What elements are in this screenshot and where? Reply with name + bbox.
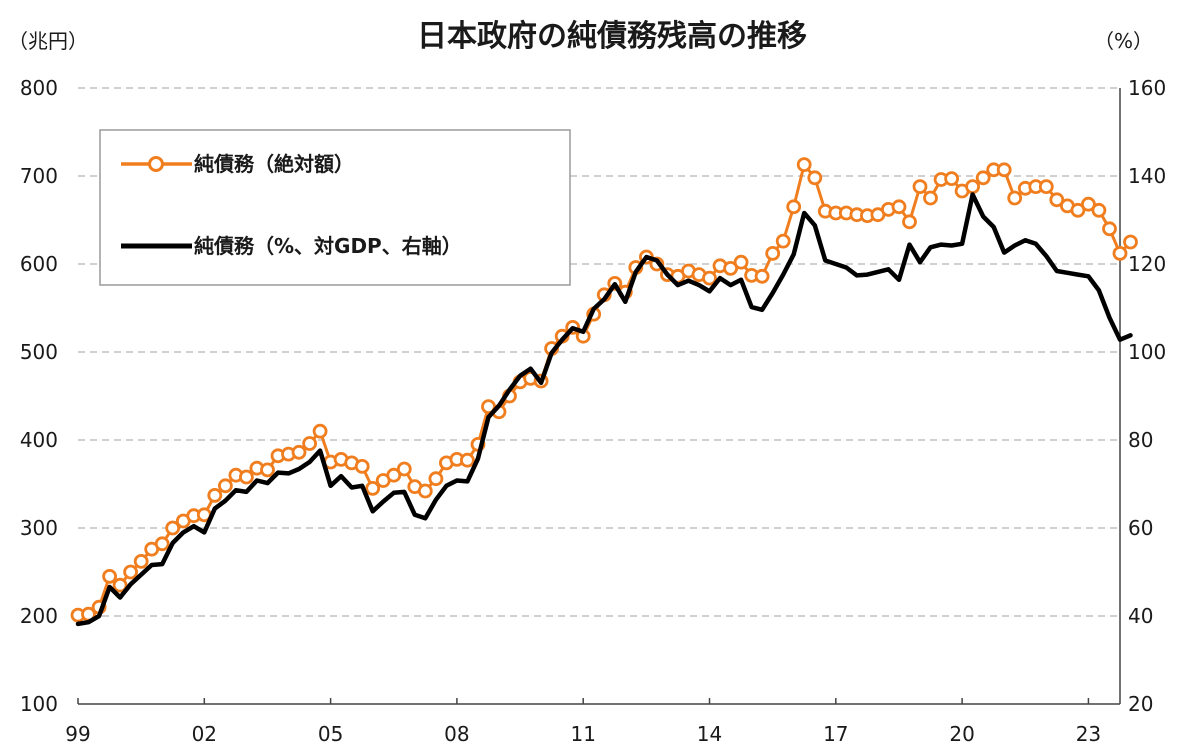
series-layer bbox=[70, 157, 1138, 627]
left-axis-unit: （兆円） bbox=[8, 29, 88, 53]
series-line-gdp bbox=[75, 192, 1133, 627]
data-point-absolute bbox=[123, 564, 139, 580]
data-point-absolute bbox=[354, 458, 370, 474]
x-tick-label: 17 bbox=[823, 722, 848, 746]
data-point-absolute bbox=[775, 233, 791, 249]
data-point-absolute bbox=[207, 487, 223, 503]
data-point-absolute bbox=[1081, 196, 1096, 212]
left-y-tick-label: 600 bbox=[20, 252, 58, 276]
data-point-absolute bbox=[996, 162, 1012, 178]
x-tick-label: 23 bbox=[1076, 722, 1101, 746]
data-point-absolute bbox=[975, 170, 991, 186]
data-point-absolute bbox=[428, 471, 444, 487]
left-y-tick-label: 400 bbox=[20, 428, 58, 452]
x-axis-ticks: 99 02 05 08 11 14 17 20 23 bbox=[65, 698, 1101, 746]
data-point-absolute bbox=[238, 469, 254, 485]
left-y-tick-label: 300 bbox=[20, 516, 58, 540]
x-tick-label: 14 bbox=[697, 722, 722, 746]
data-point-absolute bbox=[796, 157, 812, 173]
chart-title: 日本政府の純債務残高の推移 bbox=[417, 19, 807, 54]
data-point-absolute bbox=[1007, 190, 1023, 206]
right-y-tick-label: 100 bbox=[1128, 340, 1166, 364]
data-point-absolute bbox=[1123, 234, 1138, 250]
data-point-absolute bbox=[1038, 179, 1054, 195]
right-y-tick-label: 140 bbox=[1128, 164, 1166, 188]
data-point-absolute bbox=[302, 436, 318, 451]
data-point-absolute bbox=[396, 461, 412, 477]
left-y-tick-label: 200 bbox=[20, 604, 58, 628]
right-y-tick-label: 120 bbox=[1128, 252, 1166, 276]
right-y-tick-label: 60 bbox=[1128, 516, 1153, 540]
data-point-absolute bbox=[217, 478, 233, 494]
axes bbox=[78, 88, 1121, 705]
data-point-absolute bbox=[902, 214, 917, 230]
right-y-axis-ticks: 20 40 60 80 100 120 140 160 bbox=[1128, 76, 1166, 716]
data-point-absolute bbox=[891, 199, 907, 215]
legend: 純債務（絶対額） 純債務（%、対GDP、右軸） bbox=[99, 129, 571, 286]
data-point-absolute bbox=[807, 170, 823, 186]
data-point-absolute bbox=[1102, 221, 1117, 237]
left-y-tick-label: 700 bbox=[20, 164, 58, 188]
right-y-tick-label: 40 bbox=[1128, 604, 1153, 628]
data-point-absolute bbox=[112, 577, 128, 593]
data-point-absolute bbox=[260, 462, 275, 478]
left-y-axis-ticks: 100 200 300 400 500 600 700 800 bbox=[20, 76, 58, 716]
data-point-absolute bbox=[754, 268, 770, 284]
x-tick-label: 20 bbox=[949, 722, 974, 746]
right-y-tick-label: 20 bbox=[1128, 692, 1153, 716]
data-point-absolute bbox=[133, 554, 149, 569]
right-axis-unit: （%） bbox=[1094, 29, 1153, 53]
data-point-absolute bbox=[386, 467, 402, 483]
legend-marker-absolute bbox=[148, 156, 164, 172]
data-point-absolute bbox=[786, 199, 802, 215]
data-point-absolute bbox=[733, 254, 749, 270]
right-y-tick-label: 80 bbox=[1128, 428, 1153, 452]
data-point-absolute bbox=[291, 444, 307, 460]
data-point-absolute bbox=[944, 171, 959, 187]
data-point-absolute bbox=[1049, 192, 1065, 208]
data-point-absolute bbox=[1112, 245, 1128, 261]
data-point-absolute bbox=[459, 452, 475, 468]
right-y-tick-label: 160 bbox=[1128, 76, 1166, 100]
data-point-absolute bbox=[702, 270, 717, 286]
legend-label-gdp: 純債務（%、対GDP、右軸） bbox=[194, 234, 462, 258]
data-point-absolute bbox=[417, 483, 433, 499]
data-point-absolute bbox=[1091, 202, 1107, 218]
data-point-absolute bbox=[765, 245, 781, 261]
x-tick-label: 99 bbox=[65, 722, 90, 746]
data-point-absolute bbox=[965, 179, 980, 195]
data-point-absolute bbox=[923, 190, 938, 206]
data-point-absolute bbox=[723, 260, 738, 276]
data-point-absolute bbox=[165, 520, 181, 536]
data-point-absolute bbox=[912, 179, 928, 195]
data-point-absolute bbox=[102, 569, 117, 584]
legend-label-absolute: 純債務（絶対額） bbox=[194, 152, 354, 176]
x-tick-label: 05 bbox=[318, 722, 343, 746]
data-point-absolute bbox=[312, 423, 328, 439]
left-y-tick-label: 800 bbox=[20, 76, 58, 100]
x-tick-label: 11 bbox=[570, 722, 595, 746]
data-point-absolute bbox=[154, 536, 170, 552]
data-point-absolute bbox=[365, 480, 381, 496]
x-tick-label: 08 bbox=[444, 722, 469, 746]
legend-box bbox=[99, 129, 571, 286]
data-point-absolute bbox=[1070, 202, 1086, 218]
x-tick-label: 02 bbox=[192, 722, 217, 746]
left-y-tick-label: 500 bbox=[20, 340, 58, 364]
left-y-tick-label: 100 bbox=[20, 692, 58, 716]
